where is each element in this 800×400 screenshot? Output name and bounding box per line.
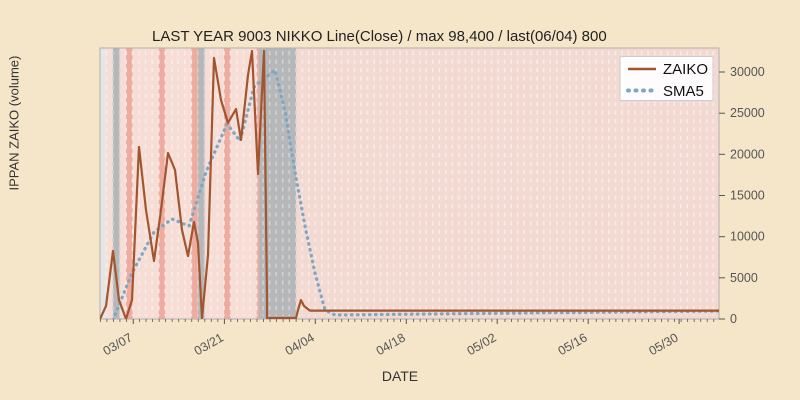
svg-text:20000: 20000 — [730, 147, 765, 161]
svg-text:ZAIKO: ZAIKO — [663, 61, 708, 78]
svg-text:03/07: 03/07 — [101, 330, 135, 358]
svg-text:15000: 15000 — [730, 189, 765, 203]
svg-text:03/21: 03/21 — [192, 330, 226, 358]
svg-text:SMA5: SMA5 — [663, 83, 704, 100]
svg-text:05/02: 05/02 — [465, 330, 499, 358]
svg-text:25000: 25000 — [730, 106, 765, 120]
svg-text:05/16: 05/16 — [556, 330, 590, 358]
svg-text:5000: 5000 — [730, 271, 758, 285]
svg-text:04/04: 04/04 — [283, 330, 317, 358]
svg-text:05/30: 05/30 — [647, 330, 681, 358]
svg-text:04/18: 04/18 — [374, 330, 408, 358]
svg-text:0: 0 — [730, 312, 737, 326]
svg-text:30000: 30000 — [730, 65, 765, 79]
svg-text:10000: 10000 — [730, 230, 765, 244]
